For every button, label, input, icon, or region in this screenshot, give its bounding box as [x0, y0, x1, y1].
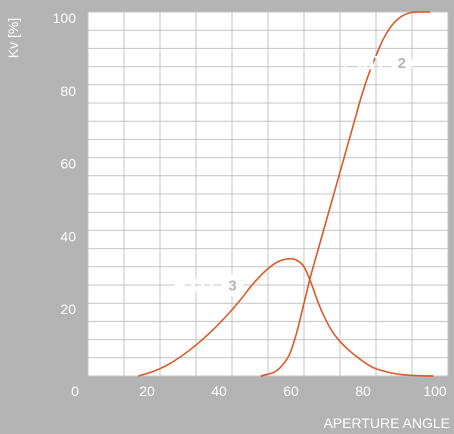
y-tick-label: 20 — [60, 301, 76, 317]
series-labels: EXIT 2 EXIT 3 — [173, 52, 413, 297]
series-badge — [390, 52, 413, 75]
series-label-text: EXIT — [342, 53, 386, 75]
grid — [87, 11, 449, 377]
y-tick-label: 100 — [53, 10, 77, 26]
x-tick-label: 20 — [139, 383, 155, 399]
x-tick-label: 80 — [355, 383, 371, 399]
series-label-text: EXIT — [173, 275, 217, 297]
y-tick-label: 80 — [60, 83, 76, 99]
series-line-exit-3 — [138, 257, 434, 377]
series-label-exit-3: EXIT 3 — [173, 274, 244, 297]
y-tick-label: 60 — [60, 156, 76, 172]
y-tick-label: 40 — [60, 228, 76, 244]
tick-labels: 0 20 40 60 80 100 20 40 60 80 100 — [53, 10, 447, 399]
x-tick-label: 60 — [283, 383, 299, 399]
x-tick-label: 0 — [71, 383, 79, 399]
series-label-exit-2: EXIT 2 — [342, 52, 413, 75]
series-line-exit-2 — [260, 11, 430, 377]
x-tick-label: 40 — [211, 383, 227, 399]
y-axis-title: Kv [%] — [5, 18, 21, 58]
series-badge — [221, 274, 244, 297]
series-badge-number: 2 — [398, 55, 406, 72]
series-lines — [138, 11, 434, 377]
x-tick-label: 100 — [423, 383, 447, 399]
x-axis-title: APERTURE ANGLE — [323, 415, 450, 431]
series-badge-number: 3 — [228, 277, 236, 294]
